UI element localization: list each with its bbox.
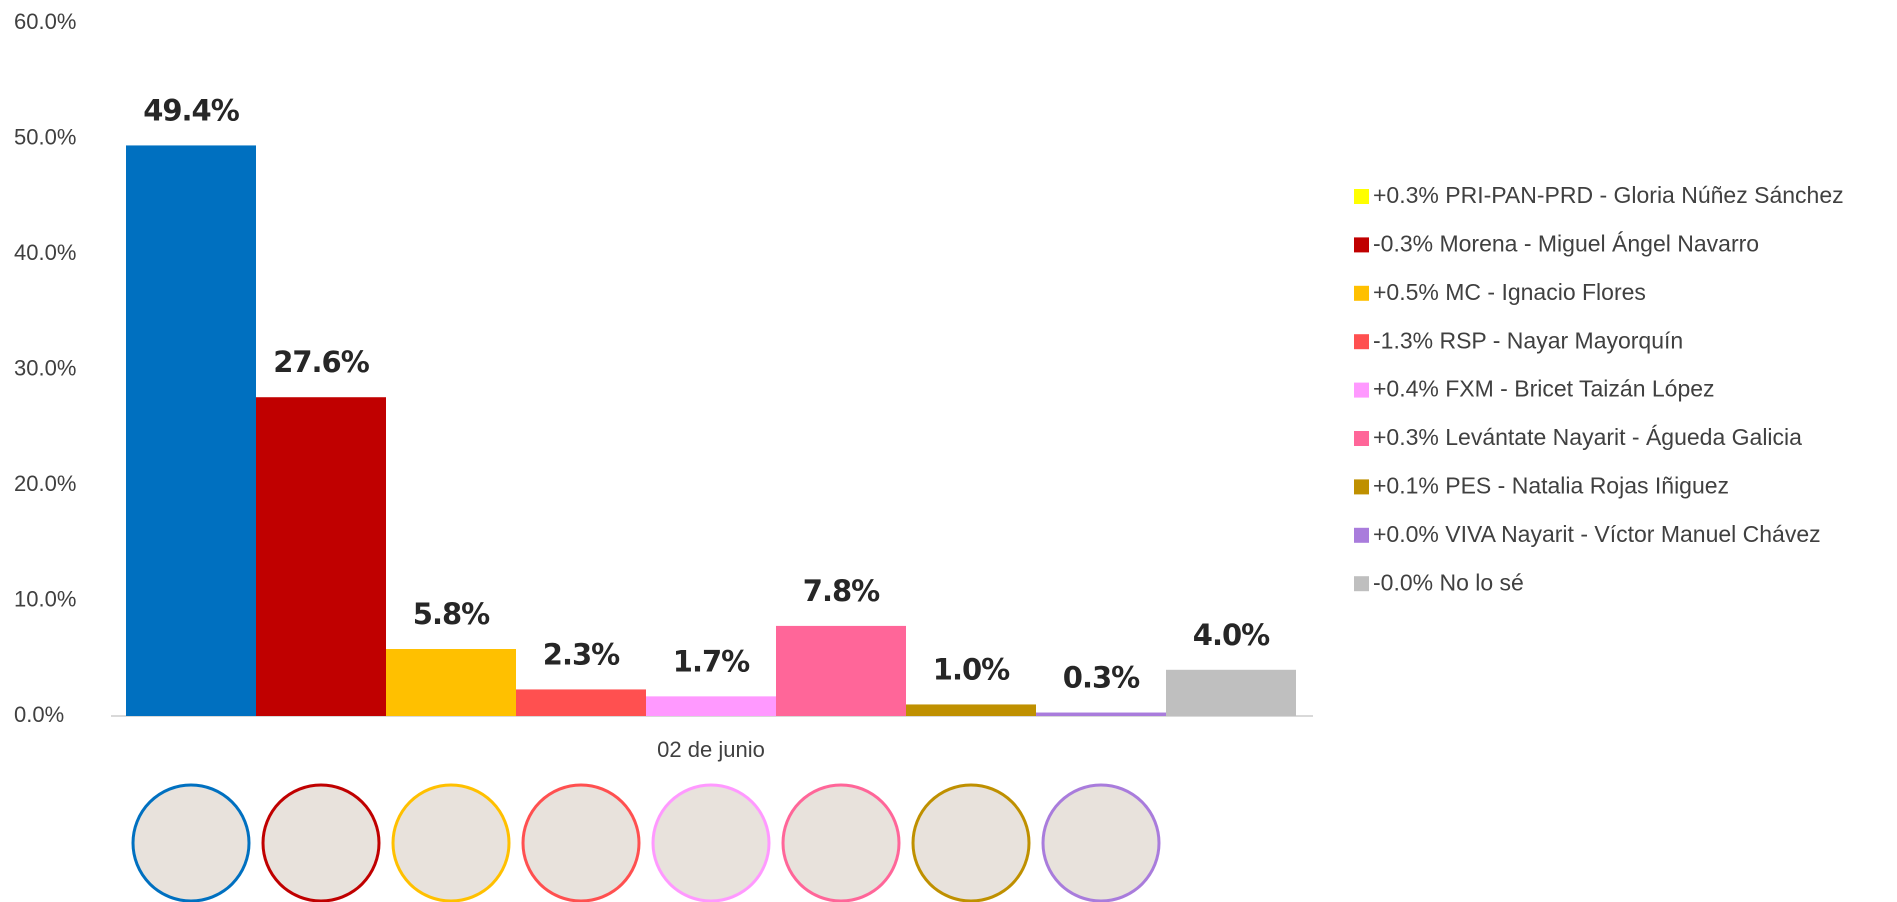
bar <box>126 145 256 716</box>
candidate-photo <box>1041 783 1161 902</box>
candidate-photo <box>261 783 381 902</box>
data-label: 49.4% <box>143 93 240 127</box>
bar <box>646 696 776 716</box>
data-label: 0.3% <box>1063 661 1140 695</box>
candidate-photo <box>131 783 251 902</box>
bar <box>256 397 386 716</box>
data-label: 2.3% <box>543 637 620 671</box>
legend-label: +0.4% FXM - Bricet Taizán López <box>1373 376 1715 402</box>
candidate-photo <box>911 783 1031 902</box>
legend-label: +0.3% Levántate Nayarit - Águeda Galicia <box>1373 424 1802 450</box>
data-label: 7.8% <box>803 574 880 608</box>
bar <box>776 625 906 716</box>
data-label: 4.0% <box>1193 618 1270 652</box>
legend-label: +0.0% VIVA Nayarit - Víctor Manuel Cháve… <box>1373 521 1821 547</box>
bar <box>906 704 1036 716</box>
y-tick-label: 50.0% <box>14 124 76 149</box>
bar <box>516 689 646 716</box>
y-tick-label: 60.0% <box>14 9 76 34</box>
legend-swatch <box>1354 576 1369 592</box>
x-tick-label: 02 de junio <box>657 737 765 762</box>
candidate-photo <box>781 783 901 902</box>
y-tick-label: 10.0% <box>14 586 76 611</box>
legend-swatch <box>1354 237 1369 253</box>
y-tick-label: 30.0% <box>14 355 76 380</box>
legend-label: +0.1% PES - Natalia Rojas Iñiguez <box>1373 472 1729 498</box>
bar <box>1166 669 1296 716</box>
candidate-photo <box>521 783 641 902</box>
legend-swatch <box>1354 285 1369 301</box>
y-tick-label: 0.0% <box>14 702 64 727</box>
candidate-photo <box>651 783 771 902</box>
data-label: 1.0% <box>933 652 1010 686</box>
data-label: 27.6% <box>273 345 370 379</box>
legend-label: +0.5% MC - Ignacio Flores <box>1373 279 1646 305</box>
legend-swatch <box>1354 334 1369 350</box>
legend-label: -0.3% Morena - Miguel Ángel Navarro <box>1373 230 1759 256</box>
legend-swatch <box>1354 527 1369 543</box>
legend-swatch <box>1354 382 1369 398</box>
data-label: 1.7% <box>673 644 750 678</box>
legend-swatch <box>1354 431 1369 446</box>
bar <box>386 649 516 716</box>
data-label: 5.8% <box>413 597 490 631</box>
legend-label: -0.0% No lo sé <box>1373 569 1524 595</box>
y-tick-label: 20.0% <box>14 471 76 496</box>
y-tick-label: 40.0% <box>14 240 76 265</box>
legend-label: -1.3% RSP - Nayar Mayorquín <box>1373 327 1683 353</box>
candidate-photo <box>391 783 511 902</box>
legend-label: +0.3% PRI-PAN-PRD - Gloria Núñez Sánchez <box>1373 182 1844 208</box>
bar <box>1036 712 1166 716</box>
legend-swatch <box>1354 479 1369 495</box>
legend-swatch <box>1354 189 1369 204</box>
